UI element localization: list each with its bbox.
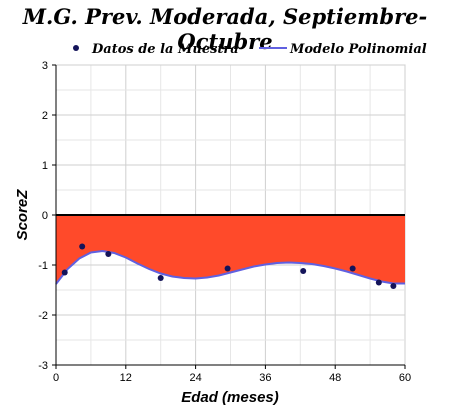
data-point [390, 283, 397, 289]
x-tick-label: 48 [329, 372, 341, 384]
x-axis-label: Edad (meses) [181, 389, 279, 406]
y-tick-label: 1 [42, 160, 48, 172]
y-tick-label: -1 [38, 260, 48, 272]
y-tick-label: -3 [38, 360, 48, 372]
x-tick-label: 60 [399, 372, 411, 384]
chart-title: M.G. Prev. Moderada, Septiembre-Octubre [22, 4, 428, 54]
legend-label-datos: Datos de la Muestra [91, 42, 239, 57]
y-tick-label: 0 [42, 210, 48, 222]
data-point [79, 243, 86, 250]
data-point [375, 279, 382, 286]
data-point [349, 265, 356, 272]
legend-marker-datos [73, 45, 79, 51]
data-point [300, 268, 307, 274]
data-point [61, 269, 68, 276]
data-point [105, 251, 112, 257]
data-point [224, 265, 231, 272]
y-tick-label: 2 [42, 110, 48, 122]
y-tick-label: 3 [42, 60, 48, 72]
legend-label-modelo: Modelo Polinomial [289, 42, 427, 57]
series-line-modelo-polinomial [55, 249, 405, 285]
legend: Datos de la Muestra Modelo Polinomial [73, 42, 427, 57]
y-axis-label: ScoreZ [14, 189, 31, 241]
series-points-datos-muestra [61, 243, 397, 289]
x-tick-label: 24 [189, 372, 201, 384]
data-point [157, 275, 164, 281]
x-tick-label: 12 [120, 372, 132, 384]
y-tick-label: -2 [38, 310, 48, 322]
x-tick-label: 0 [53, 372, 59, 384]
deficit-fill-area [56, 215, 405, 284]
x-tick-label: 36 [259, 372, 271, 384]
